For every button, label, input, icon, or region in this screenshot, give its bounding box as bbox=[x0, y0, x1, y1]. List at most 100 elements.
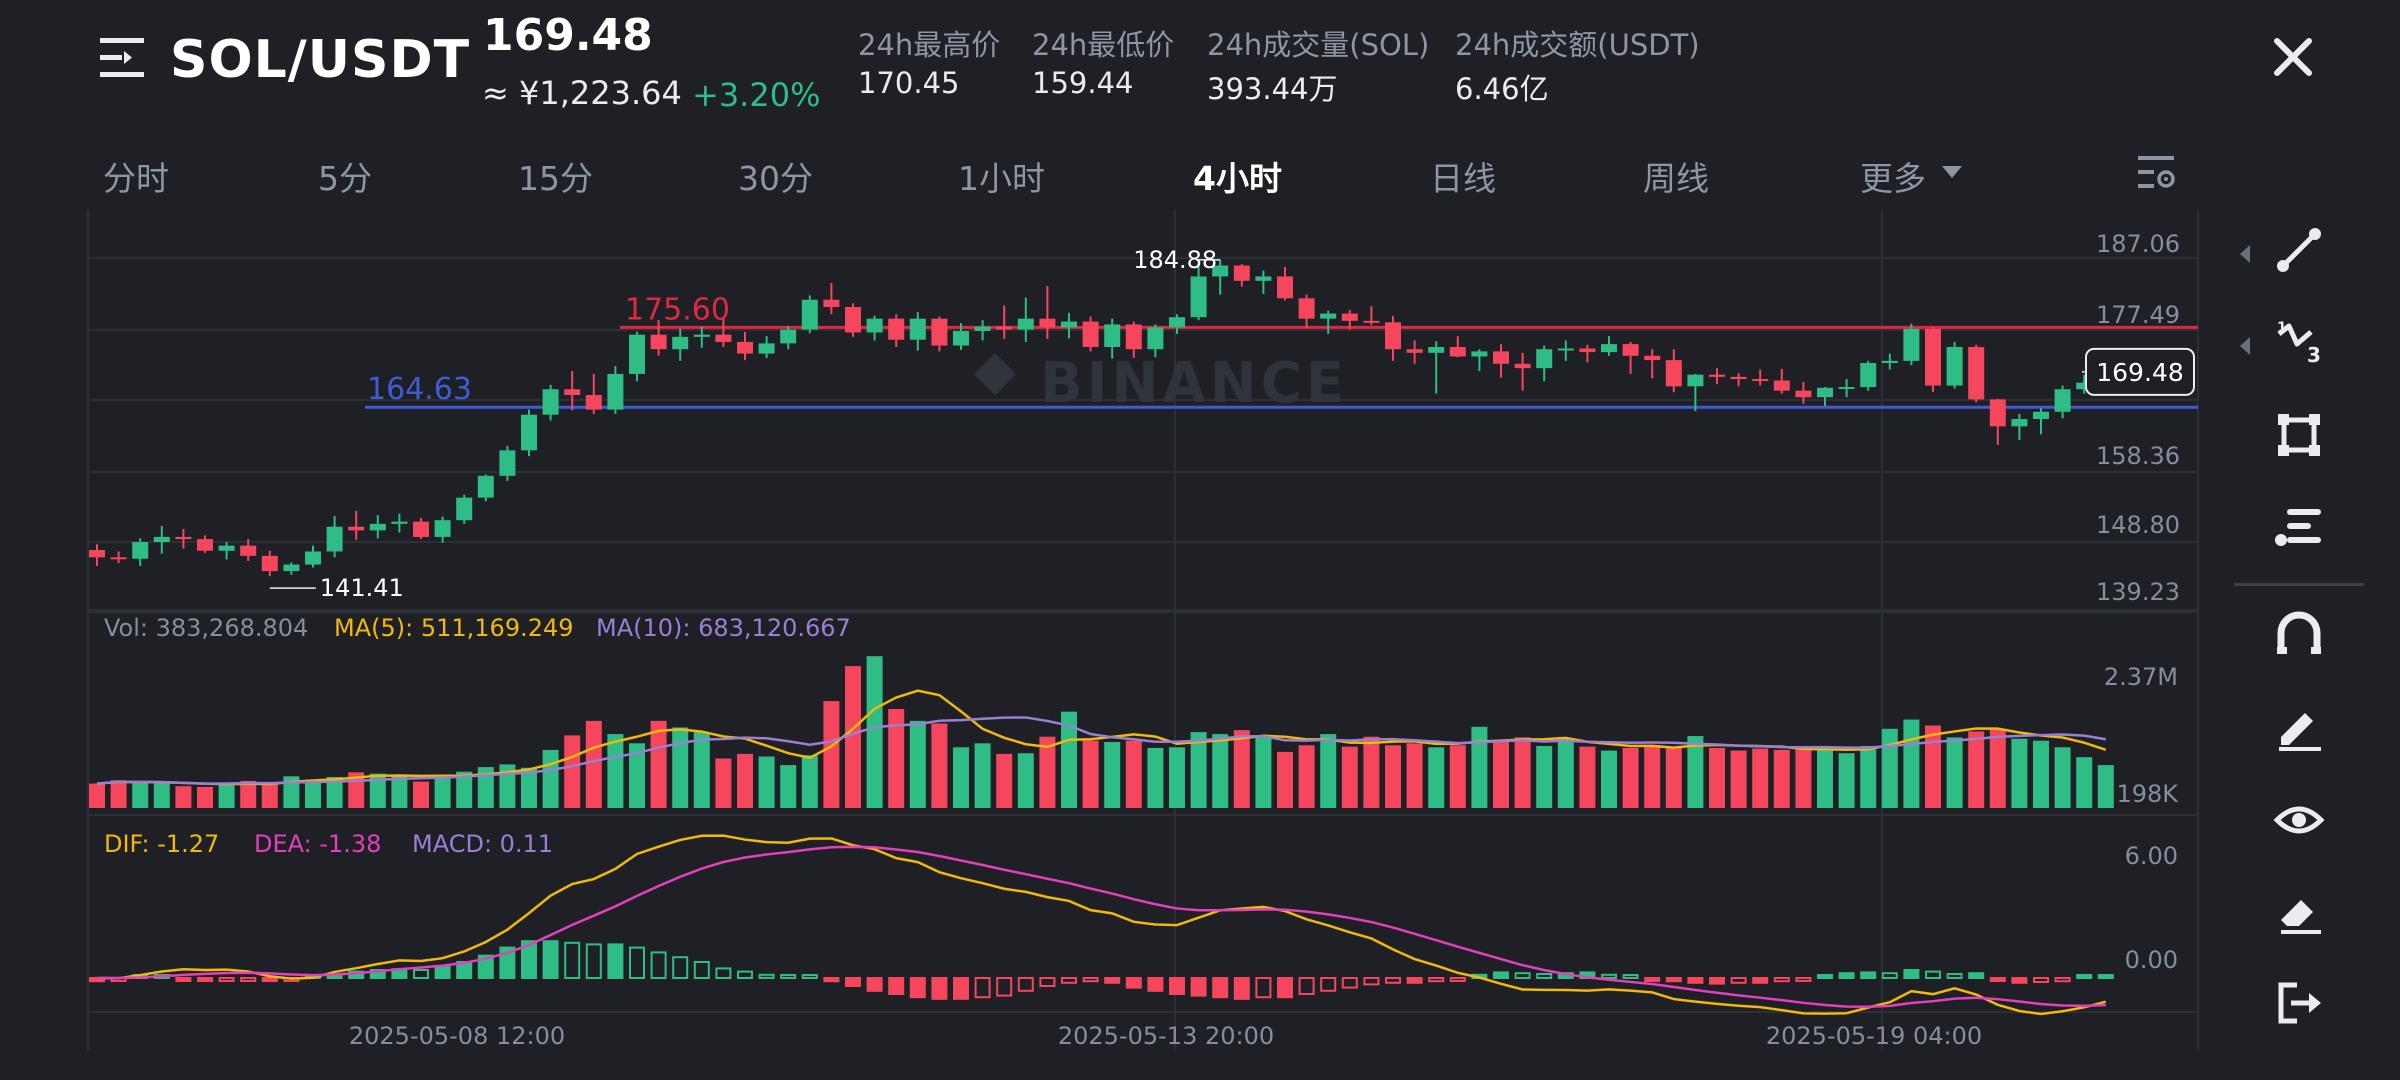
candle-body bbox=[931, 318, 948, 346]
candle-body bbox=[1903, 328, 1920, 361]
macd-histogram-bar bbox=[1233, 977, 1250, 1000]
candle-body bbox=[1039, 318, 1056, 328]
candle-body bbox=[1125, 324, 1142, 350]
macd-histogram-bar bbox=[1147, 977, 1164, 992]
macd-histogram-bar bbox=[1125, 977, 1142, 989]
volume-bar bbox=[1838, 753, 1855, 808]
volume-bar bbox=[283, 776, 300, 808]
macd-histogram-bar bbox=[1795, 977, 1812, 982]
tab-time[interactable]: 分时 bbox=[103, 159, 169, 198]
volume-bar bbox=[1709, 747, 1725, 808]
expand-tool-arrow-icon[interactable] bbox=[2238, 335, 2252, 357]
macd-histogram-bar bbox=[1449, 977, 1466, 982]
macd-histogram-bar bbox=[1946, 973, 1963, 979]
candle-body bbox=[2011, 419, 2028, 427]
high-price-label: 184.88 bbox=[1133, 246, 1217, 274]
macd-histogram-bar bbox=[1687, 977, 1704, 984]
tab-15m[interactable]: 15分 bbox=[518, 159, 593, 198]
edit-tool[interactable] bbox=[2234, 692, 2364, 762]
volume-bar bbox=[1557, 738, 1574, 808]
rectangle-icon bbox=[2278, 414, 2320, 456]
macd-histogram-bar bbox=[1968, 972, 1985, 980]
macd-axis-tick: 6.00 bbox=[2125, 842, 2178, 870]
volume-bar bbox=[1169, 747, 1185, 808]
macd-histogram-bar bbox=[1320, 977, 1337, 992]
volume-bar bbox=[1730, 750, 1747, 808]
eraser-icon bbox=[2281, 900, 2321, 934]
exit-tool[interactable] bbox=[2234, 968, 2364, 1038]
tab-4h[interactable]: 4小时 bbox=[1193, 159, 1282, 198]
tab-1d[interactable]: 日线 bbox=[1430, 159, 1496, 198]
candle-body bbox=[110, 557, 127, 560]
candle-body bbox=[1860, 363, 1877, 388]
candle-body bbox=[1082, 321, 1099, 348]
volume-bar bbox=[1752, 748, 1769, 808]
trend-line-tool[interactable] bbox=[2234, 215, 2364, 285]
wave-tool[interactable]: 3 1 bbox=[2234, 307, 2364, 377]
volume-bar bbox=[2033, 740, 2049, 808]
macd-histogram-bar bbox=[909, 977, 926, 999]
volume-bar bbox=[391, 775, 408, 808]
svg-text:BINANCE: BINANCE bbox=[1040, 351, 1348, 416]
macd-histogram-bar bbox=[1622, 974, 1639, 979]
resistance-price-label: 175.60 bbox=[625, 292, 730, 327]
candle-body bbox=[1946, 347, 1963, 386]
expand-tool-arrow-icon[interactable] bbox=[2238, 243, 2252, 265]
candle-body bbox=[175, 536, 192, 540]
macd-histogram-bar bbox=[845, 977, 861, 987]
fib-tool[interactable] bbox=[2234, 492, 2364, 562]
candlestick-chart[interactable]: BINANCE 175.60 164.63 184.88 141.41 187.06 17… bbox=[0, 200, 2230, 1055]
volume-bar bbox=[1773, 749, 1790, 808]
volume-ma5-label: MA(5): 511,169.249 bbox=[334, 614, 574, 642]
volume-bar bbox=[1946, 737, 1963, 808]
volume-bar bbox=[1190, 732, 1207, 808]
volume-bar bbox=[1579, 746, 1596, 808]
candle-body bbox=[758, 343, 775, 354]
low-price-label: 141.41 bbox=[320, 574, 404, 602]
candle-body bbox=[1644, 355, 1661, 361]
macd-histogram-bar bbox=[737, 970, 753, 979]
volume-bar bbox=[1601, 750, 1617, 808]
volume-bar bbox=[326, 776, 343, 808]
macd-histogram-bar bbox=[1493, 971, 1509, 980]
volume-bar bbox=[413, 781, 429, 808]
tab-1w[interactable]: 周线 bbox=[1643, 159, 1709, 198]
visibility-tool[interactable] bbox=[2234, 785, 2364, 855]
tab-1h[interactable]: 1小时 bbox=[958, 159, 1045, 198]
macd-histogram-bar bbox=[953, 977, 969, 1000]
chart-settings-icon[interactable] bbox=[2136, 152, 2176, 192]
stat-value-volume: 393.44万 bbox=[1207, 72, 1338, 106]
candle-body bbox=[1536, 349, 1553, 369]
last-price: 169.48 bbox=[483, 10, 653, 61]
candle-body bbox=[823, 299, 840, 308]
candle-body bbox=[1773, 380, 1790, 391]
volume-bar bbox=[1125, 740, 1142, 808]
chevron-down-icon[interactable] bbox=[1940, 164, 1964, 180]
trading-pair-title[interactable]: SOL/USDT bbox=[170, 30, 471, 90]
close-icon[interactable] bbox=[2268, 32, 2318, 82]
menu-icon[interactable] bbox=[98, 34, 146, 82]
tab-30m[interactable]: 30分 bbox=[738, 159, 813, 198]
eraser-tool[interactable] bbox=[2234, 877, 2364, 947]
macd-histogram-bar bbox=[499, 946, 516, 979]
chart-grid bbox=[87, 210, 2199, 1050]
stat-label-turnover: 24h成交额(USDT) bbox=[1455, 28, 1700, 62]
candle-body bbox=[499, 450, 516, 476]
tab-5m[interactable]: 5分 bbox=[318, 159, 372, 198]
candle-body bbox=[629, 334, 645, 374]
macd-histogram-bar bbox=[1406, 977, 1423, 984]
tab-more[interactable]: 更多 bbox=[1860, 159, 1926, 198]
candle-body bbox=[1255, 276, 1272, 281]
volume-bar bbox=[1017, 753, 1034, 808]
volume-bar bbox=[1255, 735, 1272, 808]
rectangle-tool[interactable] bbox=[2234, 400, 2364, 470]
volume-bar bbox=[477, 767, 494, 808]
candle-body bbox=[369, 523, 386, 531]
volume-bar bbox=[1341, 746, 1358, 808]
macd-histogram-bar bbox=[974, 977, 991, 999]
macd-histogram-bar bbox=[1752, 977, 1769, 984]
toolbar-divider bbox=[2234, 583, 2364, 586]
macd-histogram-bar bbox=[413, 969, 429, 979]
magnet-tool[interactable] bbox=[2234, 600, 2364, 670]
macd-histogram-bar bbox=[1665, 977, 1682, 983]
